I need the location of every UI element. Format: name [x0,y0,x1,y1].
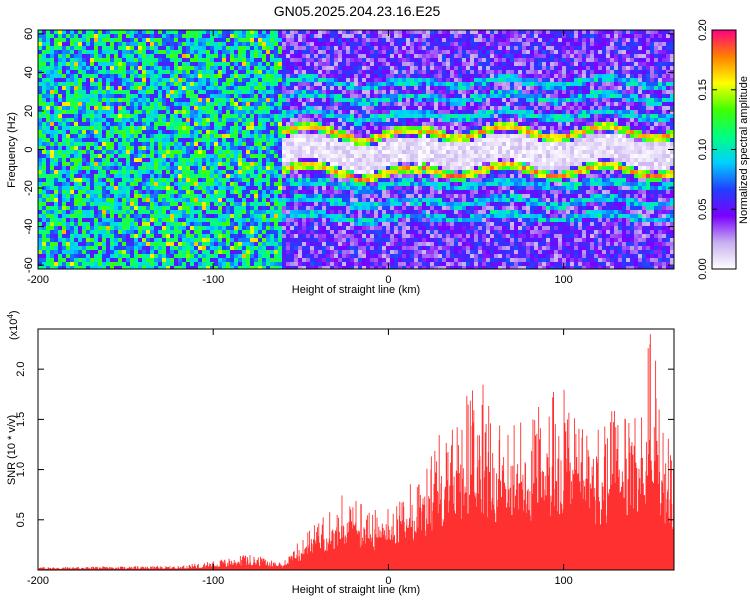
colorbar-tick-label: 0.05 [697,199,709,220]
snr-x-tick-label: -200 [27,575,49,587]
spectrogram-x-tick-label: -100 [202,274,224,286]
snr-x-tick-label: -100 [202,575,224,587]
spectrogram-x-tick-label: 100 [554,274,572,286]
snr-panel: -200 -100 0 100 0.5 1.0 1.5 2.0 Height of strai… [6,310,675,596]
spectrogram-y-tick-label: -40 [23,219,35,235]
figure-title: GN05.2025.204.23.16.E25 [274,3,441,19]
snr-frame [37,328,675,571]
snr-x-axis-title: Height of straight line (km) [292,584,420,596]
spectrogram-x-tick-label: 0 [385,274,391,286]
spectrogram-y-tick-label: 60 [23,28,35,40]
colorbar-title: Normalized spectral amplitude [738,76,750,224]
spectrogram-y-axis-title: Frequency (Hz) [6,112,18,188]
spectrogram-y-tick-label: 0 [23,146,35,152]
snr-y-tick-label: 0.5 [15,512,27,527]
snr-x-tick-label: 100 [554,575,572,587]
colorbar-tick-label: 0.15 [697,79,709,100]
spectrogram-y-tick-label: -20 [23,180,35,196]
snr-base-area [38,497,674,570]
snr-y-axis-title: SNR (10 * v/v) [6,415,18,485]
snr-x-tick-label: 0 [385,575,391,587]
spectrogram-y-tick-label: 20 [23,105,35,117]
snr-y-tick-label: 2.0 [15,362,27,377]
colorbar-tick-label: 0.00 [697,258,709,279]
colorbar-tick-label: 0.10 [697,139,709,160]
spectrogram-x-tick-label: -200 [27,274,49,286]
colorbar-tick-label: 0.20 [697,19,709,40]
snr-y-tick-label: 1.5 [15,412,27,427]
colorbar: 0.00 0.05 0.10 0.15 0.20 Normalized spectral… [697,19,750,279]
spectrogram-y-tick-label: -60 [23,257,35,273]
spectrogram-x-axis-title: Height of straight line (km) [292,284,420,296]
snr-y-tick-label: 1.0 [15,462,27,477]
spectrogram-y-tick-label: 40 [23,66,35,78]
snr-y-multiplier: (x104) [6,310,20,340]
